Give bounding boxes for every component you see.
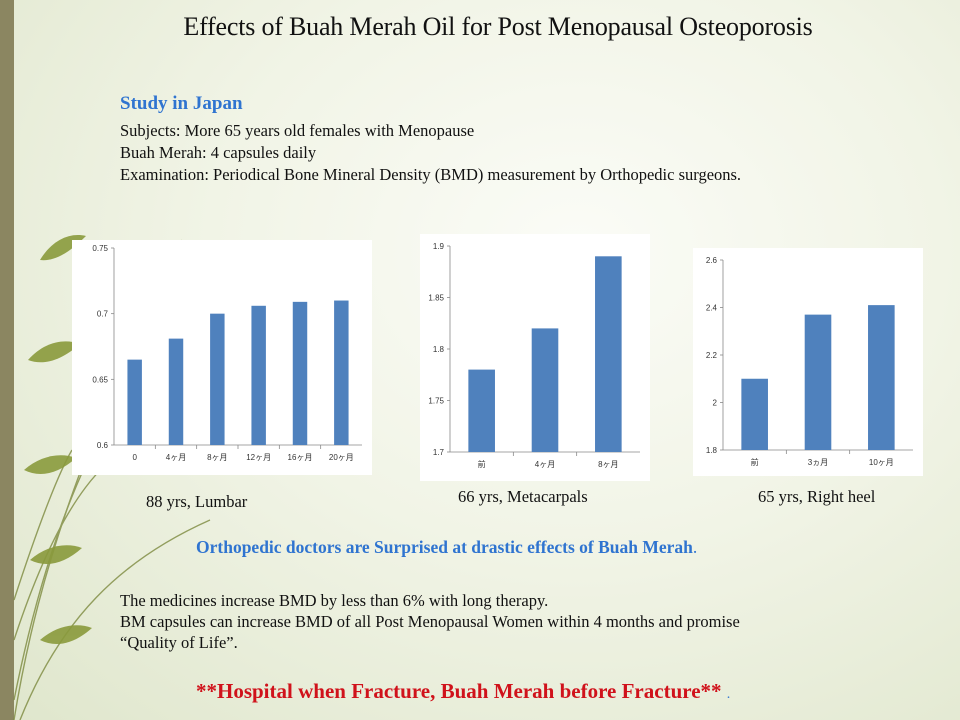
y-tick-label: 2 <box>713 399 718 408</box>
lumbar-chart-caption: 88 yrs, Lumbar <box>146 492 248 511</box>
y-tick-label: 0.65 <box>92 375 108 384</box>
bar <box>127 359 142 445</box>
y-tick-label: 1.8 <box>706 446 718 455</box>
slide-title: Effects of Buah Merah Oil for Post Menop… <box>183 12 813 41</box>
right-heel-bmd-chart: 2.6 2.4 2.2 2 1.8 前 3ヵ月 10ヶ月 <box>706 256 913 467</box>
bar <box>210 313 225 445</box>
bar <box>292 301 308 445</box>
study-examination-line: Examination: Periodical Bone Mineral Den… <box>120 165 742 184</box>
study-dosage-line: Buah Merah: 4 capsules daily <box>120 143 317 162</box>
y-tick-label: 0.6 <box>97 441 109 450</box>
x-tick-label: 0 <box>132 453 137 462</box>
x-tick-label: 16ヶ月 <box>288 453 313 462</box>
x-tick-label: 8ヶ月 <box>207 453 227 462</box>
doctors-surprised-note: Orthopedic doctors are Surprised at dras… <box>196 537 697 558</box>
y-tick-label: 2.2 <box>706 351 718 360</box>
x-tick-label: 10ヶ月 <box>869 458 894 467</box>
y-tick-label: 0.7 <box>97 310 109 319</box>
metacarpals-chart-panel: 1.9 1.85 1.8 1.75 1.7 前 4ヶ月 8ヶ月 <box>420 234 650 481</box>
lumbar-chart-panel: 0.75 0.7 0.65 0.6 0 4ヶ月 8ヶ月 12ヶ月 16ヶ月 20ヶ月 <box>72 240 372 475</box>
bar <box>741 378 768 450</box>
doctors-surprised-period: . <box>692 537 698 557</box>
bar <box>468 369 495 452</box>
y-tick-label: 0.75 <box>92 244 108 253</box>
x-tick-label: 4ヶ月 <box>166 453 186 462</box>
study-subjects-line: Subjects: More 65 years old females with… <box>120 121 475 140</box>
bar <box>168 338 184 445</box>
x-tick-label: 20ヶ月 <box>329 453 354 462</box>
heel-chart-caption: 65 yrs, Right heel <box>758 487 876 506</box>
x-tick-label: 12ヶ月 <box>246 453 271 462</box>
x-tick-label: 8ヶ月 <box>598 460 618 469</box>
bar <box>251 305 266 445</box>
study-heading: Study in Japan <box>120 93 243 114</box>
slogan-text: **Hospital when Fracture, Buah Merah bef… <box>196 679 722 703</box>
lumbar-bmd-chart: 0.75 0.7 0.65 0.6 0 4ヶ月 8ヶ月 12ヶ月 16ヶ月 20ヶ月 <box>92 244 362 462</box>
bar <box>868 305 895 450</box>
medicine-comparison-line: The medicines increase BMD by less than … <box>120 591 549 610</box>
y-tick-label: 2.4 <box>706 304 718 313</box>
heel-chart-panel: 2.6 2.4 2.2 2 1.8 前 3ヵ月 10ヶ月 <box>693 248 923 476</box>
x-tick-label: 3ヵ月 <box>808 458 828 467</box>
bar <box>531 328 559 452</box>
y-tick-label: 1.8 <box>433 345 445 354</box>
y-tick-label: 1.7 <box>433 448 445 457</box>
x-tick-label: 前 <box>751 457 759 467</box>
bm-capsules-line: BM capsules can increase BMD of all Post… <box>120 612 740 631</box>
x-tick-label: 前 <box>478 459 486 469</box>
x-tick-label: 4ヶ月 <box>535 460 555 469</box>
doctors-surprised-text: Orthopedic doctors are Surprised at dras… <box>196 537 693 557</box>
y-tick-label: 1.9 <box>433 242 445 251</box>
y-tick-label: 2.6 <box>706 256 718 265</box>
bar <box>595 256 622 452</box>
bar <box>334 300 349 445</box>
quality-of-life-line: “Quality of Life”. <box>120 633 238 652</box>
bar <box>804 314 832 450</box>
y-tick-label: 1.85 <box>428 294 444 303</box>
slogan: **Hospital when Fracture, Buah Merah bef… <box>196 679 730 704</box>
metacarpals-chart-caption: 66 yrs, Metacarpals <box>458 487 588 506</box>
metacarpals-bmd-chart: 1.9 1.85 1.8 1.75 1.7 前 4ヶ月 8ヶ月 <box>428 242 640 469</box>
y-tick-label: 1.75 <box>428 397 444 406</box>
left-accent-band <box>0 0 14 720</box>
slogan-period: . <box>726 687 731 702</box>
